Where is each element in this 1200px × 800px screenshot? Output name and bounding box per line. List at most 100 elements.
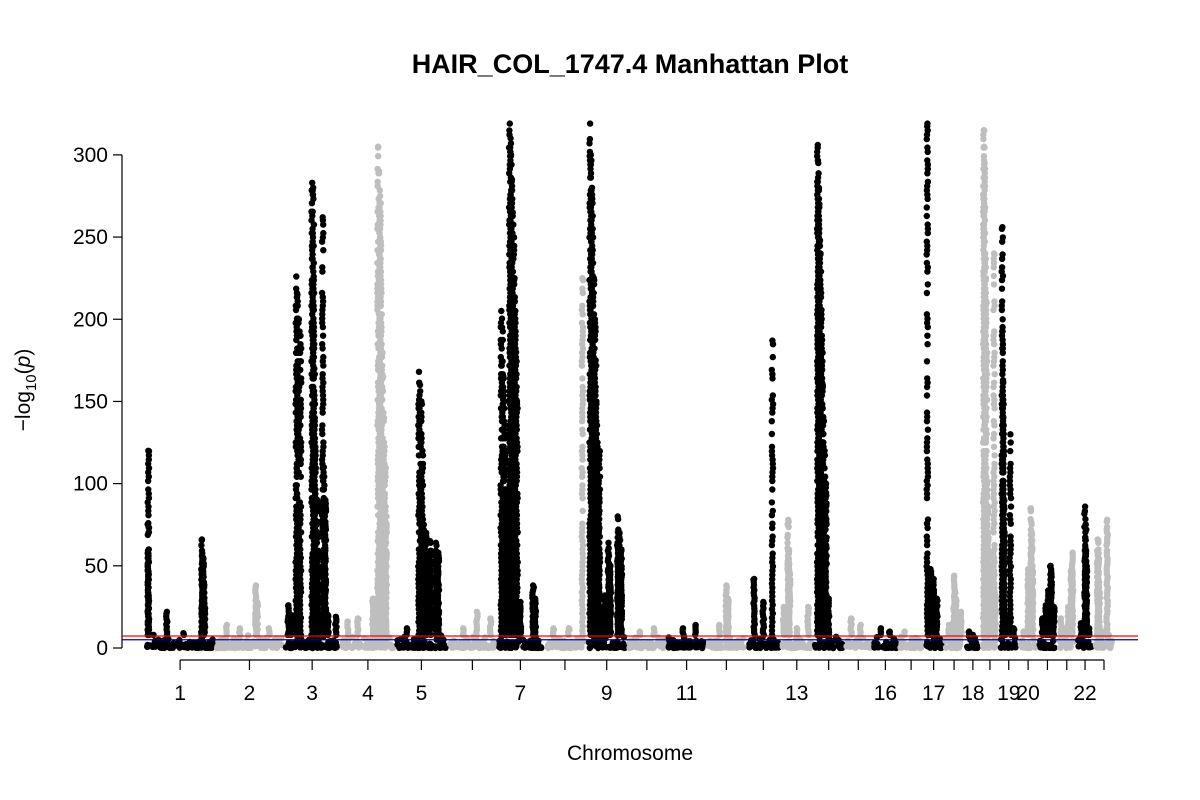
data-point <box>579 482 586 489</box>
data-point <box>498 345 505 352</box>
data-point <box>497 644 504 651</box>
x-tick-label: 7 <box>515 682 527 705</box>
data-point <box>261 639 268 646</box>
data-point <box>591 316 599 323</box>
data-point <box>616 529 623 537</box>
data-point <box>287 611 295 619</box>
data-point <box>332 613 340 620</box>
data-point <box>507 135 514 142</box>
data-point <box>650 625 658 632</box>
data-point <box>145 524 153 532</box>
data-point <box>379 388 387 395</box>
data-point <box>527 642 534 649</box>
data-point <box>586 135 594 143</box>
data-point <box>579 507 586 515</box>
data-point <box>374 178 381 185</box>
data-point <box>309 255 316 262</box>
data-point <box>198 542 205 549</box>
data-point <box>490 644 497 651</box>
data-point <box>736 643 743 650</box>
data-point <box>498 324 506 331</box>
data-point <box>418 398 425 405</box>
data-point <box>375 168 383 175</box>
data-point <box>499 336 506 344</box>
data-point <box>579 275 586 282</box>
data-point <box>686 644 693 651</box>
data-point <box>318 289 326 297</box>
x-tick-label: 5 <box>416 682 428 705</box>
data-point <box>227 641 234 649</box>
data-point <box>351 639 359 647</box>
data-point <box>506 127 513 134</box>
data-point <box>223 621 231 629</box>
data-point <box>596 546 603 553</box>
data-point <box>460 625 467 632</box>
data-point <box>180 630 187 637</box>
data-point <box>499 383 507 391</box>
data-point <box>423 529 430 537</box>
data-point <box>508 176 516 183</box>
data-point <box>605 539 612 546</box>
data-point <box>507 151 515 159</box>
data-point <box>586 120 594 127</box>
data-point <box>145 519 152 527</box>
x-tick-label: 13 <box>785 682 808 705</box>
data-point <box>473 608 481 615</box>
data-point <box>190 642 197 649</box>
data-point <box>532 595 539 602</box>
data-point <box>311 477 318 485</box>
data-point <box>692 621 699 629</box>
data-point <box>589 259 597 267</box>
data-point <box>579 285 586 292</box>
data-point <box>161 644 168 652</box>
data-point <box>588 184 596 191</box>
data-point <box>297 473 304 480</box>
data-point <box>376 192 384 200</box>
x-tick-label: 1 <box>174 682 186 705</box>
data-point <box>319 371 326 378</box>
data-point <box>320 439 327 446</box>
data-point <box>513 550 520 557</box>
data-point <box>200 642 207 650</box>
data-point <box>620 642 627 649</box>
data-point <box>501 405 508 412</box>
data-point <box>377 217 384 224</box>
data-point <box>499 358 506 365</box>
data-point <box>716 621 723 629</box>
data-point <box>320 464 327 471</box>
x-tick-label: 16 <box>874 682 897 705</box>
data-point <box>309 208 316 215</box>
data-point <box>724 595 732 602</box>
x-tick-label: 20 <box>1016 682 1039 705</box>
data-point <box>318 644 325 651</box>
data-point <box>588 247 596 254</box>
data-point <box>377 255 384 262</box>
data-point <box>378 289 385 297</box>
data-point <box>579 375 586 382</box>
data-point <box>298 375 305 382</box>
data-point <box>297 358 305 365</box>
chromosome-points <box>446 608 498 652</box>
data-point <box>388 643 396 651</box>
data-point <box>324 611 332 619</box>
data-point <box>636 628 643 635</box>
data-point <box>415 368 423 375</box>
data-point <box>380 439 388 446</box>
data-point <box>705 642 712 650</box>
y-tick-label: 0 <box>96 637 108 660</box>
data-point <box>252 582 260 589</box>
data-point <box>310 641 317 648</box>
data-point <box>236 625 243 632</box>
data-point <box>297 366 304 374</box>
data-point <box>587 644 594 651</box>
data-point <box>578 644 585 651</box>
data-point <box>310 289 318 297</box>
data-point <box>603 644 610 651</box>
data-point <box>379 362 386 369</box>
data-point <box>418 430 425 438</box>
data-point <box>320 229 327 237</box>
data-point <box>500 418 508 425</box>
y-tick-label: 200 <box>73 308 108 331</box>
data-point <box>382 518 389 525</box>
